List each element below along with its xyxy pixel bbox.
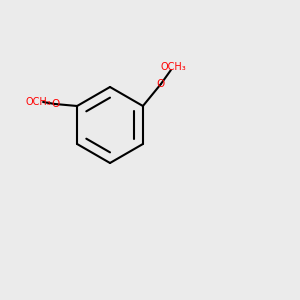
Text: O: O xyxy=(157,79,165,89)
Text: O: O xyxy=(51,99,59,109)
Text: OCH₃: OCH₃ xyxy=(160,62,186,72)
Text: OCH₃: OCH₃ xyxy=(25,97,51,107)
